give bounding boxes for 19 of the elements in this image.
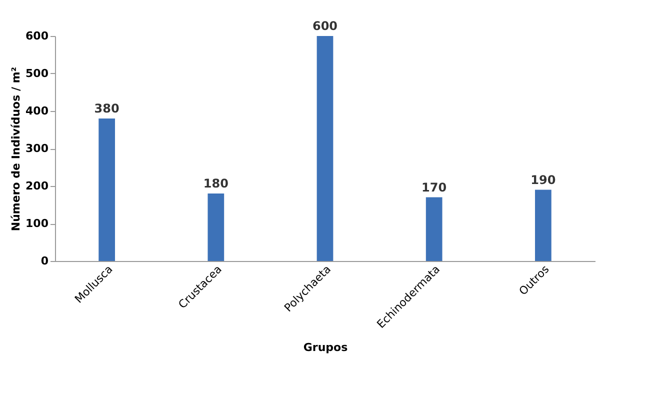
bar: [208, 194, 224, 261]
y-axis-title: Número de Indivíduos / m²: [10, 66, 23, 232]
x-axis-title: Grupos: [303, 341, 348, 354]
y-tick-label: 300: [26, 142, 49, 155]
y-tick-label: 500: [26, 67, 49, 80]
y-tick-label: 600: [26, 30, 49, 42]
bar: [535, 190, 552, 261]
y-tick-label: 400: [26, 104, 49, 118]
data-label: 180: [203, 176, 228, 190]
bar: [316, 36, 334, 261]
data-label: 170: [422, 180, 447, 194]
bar: [98, 118, 115, 261]
data-label: 190: [530, 172, 556, 187]
y-tick-label: 0: [40, 254, 49, 268]
y-tick-label: 200: [26, 180, 49, 192]
y-tick-label: 100: [26, 217, 49, 230]
data-label: 600: [312, 19, 338, 33]
bar: [426, 197, 442, 261]
data-label: 380: [94, 102, 120, 116]
